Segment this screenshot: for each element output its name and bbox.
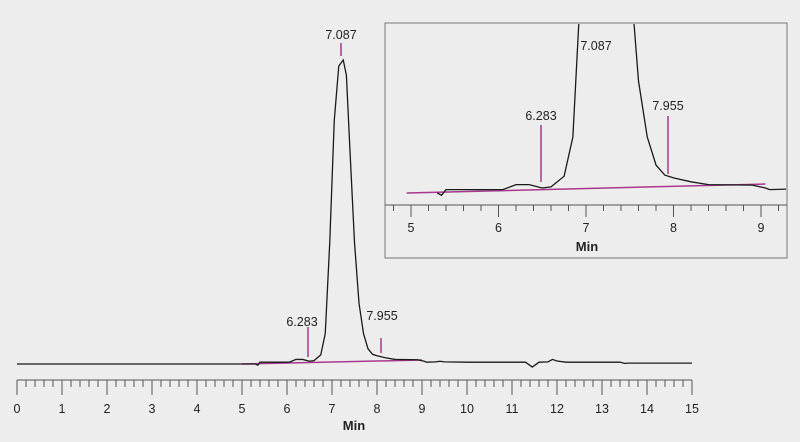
x-tick-label: 14 [640, 402, 654, 416]
inset-x-tick-label: 7 [583, 221, 590, 235]
peak-label-6283: 6.283 [286, 315, 317, 329]
integration-baseline [241, 359, 423, 365]
x-tick-label: 8 [374, 402, 381, 416]
inset-peak-label-7955: 7.955 [652, 99, 683, 113]
x-tick-label: 3 [149, 402, 156, 416]
inset-peak-label-6283: 6.283 [525, 109, 556, 123]
inset-x-tick-label: 6 [495, 221, 502, 235]
inset-x-tick-label: 9 [758, 221, 765, 235]
inset-peak-label-7087: 7.087 [580, 39, 611, 53]
main-x-axis-label: Min [343, 418, 365, 433]
inset-x-tick-label: 5 [408, 221, 415, 235]
inset-frame [384, 22, 788, 259]
main-chart: Min 6.283 7.087 7.955 0 1 2 3 4 5 6 7 8 9 10 11 12 13… [14, 28, 699, 433]
x-tick-label: 4 [194, 402, 201, 416]
x-tick-label: 13 [595, 402, 609, 416]
x-tick-label: 7 [329, 402, 336, 416]
inset-x-tick-label: 8 [670, 221, 677, 235]
chromatogram-trace [17, 58, 692, 368]
peak-label-7955: 7.955 [366, 309, 397, 323]
inset-chart: Min 6.283 7.087 7.955 5 6 7 8 9 [384, 22, 788, 259]
x-tick-label: 1 [59, 402, 66, 416]
x-tick-label: 6 [284, 402, 291, 416]
x-tick-label: 5 [239, 402, 246, 416]
inset-integration-baseline [406, 183, 766, 194]
x-tick-label: 0 [14, 402, 21, 416]
peak-label-7087: 7.087 [325, 28, 356, 42]
inset-x-axis-label: Min [576, 239, 598, 254]
x-tick-label: 12 [550, 402, 564, 416]
inset-chromatogram-trace [436, 24, 786, 197]
x-tick-label: 10 [460, 402, 474, 416]
x-tick-label: 15 [685, 402, 699, 416]
x-tick-label: 11 [506, 402, 519, 416]
x-tick-label: 9 [419, 402, 426, 416]
x-tick-label: 2 [104, 402, 111, 416]
